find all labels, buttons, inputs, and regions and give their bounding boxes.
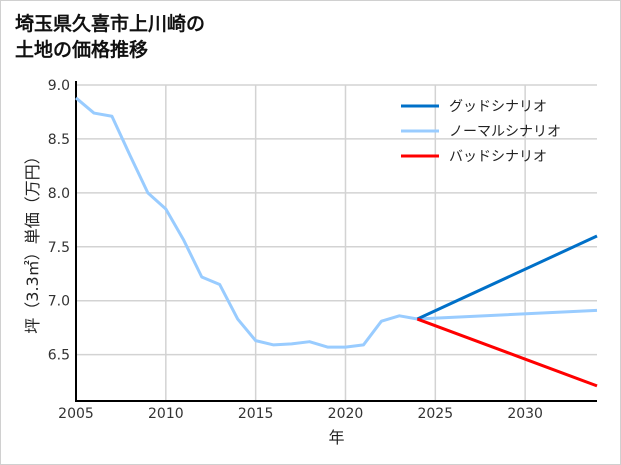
y-axis-label: 坪（3.3㎡）単価（万円） xyxy=(23,148,42,334)
y-tick-label: 9.0 xyxy=(48,78,70,94)
x-axis-label: 年 xyxy=(328,428,344,447)
series-line-0 xyxy=(416,234,598,321)
x-tick-label: 2025 xyxy=(417,406,453,422)
chart-title: 埼玉県久喜市上川崎の 土地の価格推移 xyxy=(15,11,205,63)
x-tick-label: 2010 xyxy=(148,406,184,422)
legend-label: ノーマルシナリオ xyxy=(449,124,561,140)
y-tick-label: 8.0 xyxy=(48,186,70,202)
x-tick-label: 2005 xyxy=(58,406,94,422)
legend-label: バッドシナリオ xyxy=(449,149,547,165)
x-tick-label: 2020 xyxy=(328,406,364,422)
title-line-2: 土地の価格推移 xyxy=(15,39,149,61)
y-tick-label: 7.5 xyxy=(48,240,70,256)
x-tick-label: 2015 xyxy=(238,406,274,422)
y-tick-label: 7.0 xyxy=(48,294,70,310)
y-tick-label: 6.5 xyxy=(48,348,70,364)
title-line-1: 埼玉県久喜市上川崎の xyxy=(15,13,206,35)
y-tick-label: 8.5 xyxy=(48,132,70,148)
x-tick-label: 2030 xyxy=(507,406,543,422)
series-line-1 xyxy=(75,96,598,349)
legend-label: グッドシナリオ xyxy=(449,99,547,115)
series-line-2 xyxy=(416,317,598,388)
